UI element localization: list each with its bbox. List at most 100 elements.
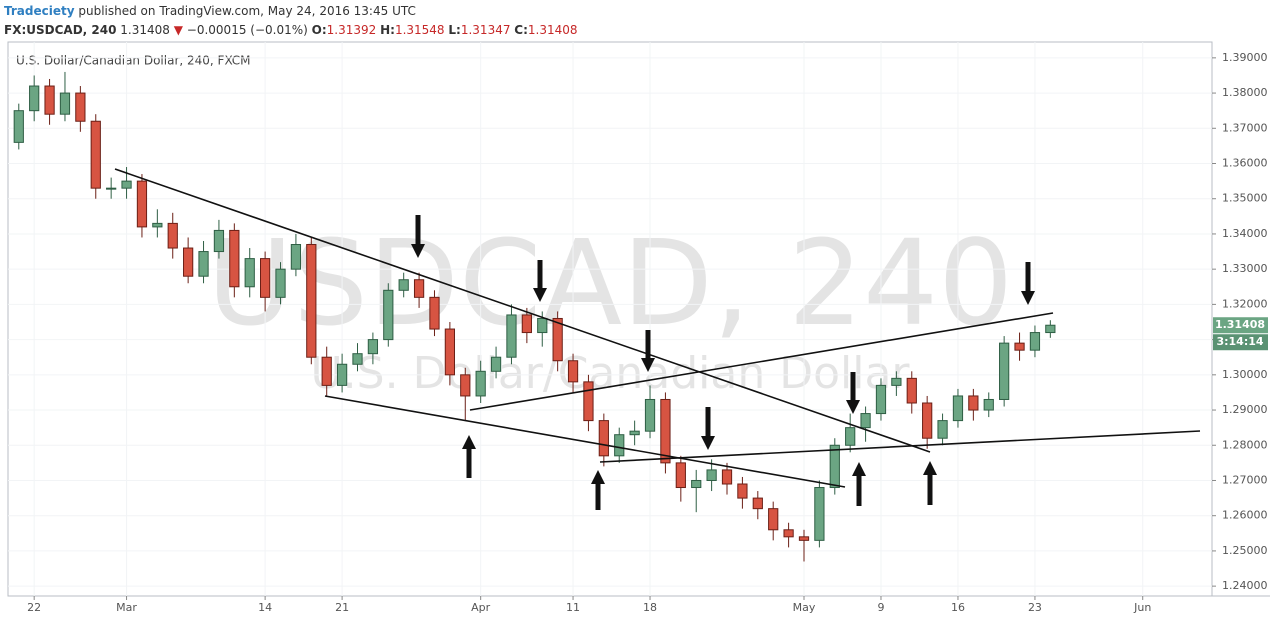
- candle-body: [59, 92, 71, 115]
- y-tick-label: 1.27000: [1222, 473, 1268, 486]
- grid: [8, 42, 1212, 596]
- candle-body: [629, 430, 640, 436]
- publisher: Tradeciety: [4, 4, 75, 18]
- ohlc-label: L:: [448, 23, 460, 37]
- candle-body: [75, 92, 86, 122]
- candle-body: [891, 377, 902, 386]
- y-tick-label: 1.35000: [1222, 192, 1268, 205]
- candle-body: [814, 487, 825, 541]
- x-tick-label: Mar: [116, 601, 137, 614]
- arrow: [701, 407, 715, 450]
- candle-body: [29, 85, 40, 112]
- last-price-box: [1213, 317, 1268, 334]
- candle-body: [167, 222, 178, 249]
- candle-body: [213, 229, 225, 253]
- x-tick-label: Apr: [471, 601, 491, 614]
- candle-body: [521, 314, 532, 334]
- candle-body: [952, 395, 964, 422]
- ohlc-value: 1.31347: [461, 23, 511, 37]
- x-tick-label: 22: [27, 601, 41, 614]
- candle-body: [829, 444, 840, 489]
- candle-body: [768, 508, 779, 531]
- ohlc-label: C:: [514, 23, 528, 37]
- symbol: FX:USDCAD, 240: [4, 23, 116, 37]
- x-tick-label: May: [793, 601, 816, 614]
- candle-body: [106, 187, 117, 190]
- candle-body: [13, 110, 24, 143]
- candle-body: [306, 244, 317, 358]
- symbol-line: FX:USDCAD, 240 1.31408 ▼ −0.00015 (−0.01…: [4, 23, 578, 37]
- candle-body: [644, 398, 656, 432]
- candle-body: [90, 120, 101, 189]
- arrow: [591, 470, 605, 510]
- candle-body: [460, 374, 471, 397]
- x-tick-label: 18: [643, 601, 657, 614]
- candle-body: [660, 398, 671, 464]
- y-tick-label: 1.39000: [1222, 51, 1268, 64]
- candle-body: [1045, 324, 1056, 334]
- arrow: [533, 260, 547, 302]
- x-tick-label: 14: [258, 601, 272, 614]
- candle-body: [321, 356, 332, 386]
- candle-body: [352, 353, 363, 365]
- ohlc-value: 1.31548: [395, 23, 445, 37]
- candle-body: [121, 180, 132, 189]
- last-price-label: 1.31408: [1215, 318, 1265, 331]
- watermark-sub: U.S. Dollar/Canadian Dollar: [310, 348, 910, 399]
- y-tick-label: 1.25000: [1222, 544, 1268, 557]
- arrow: [852, 462, 866, 506]
- candle-body: [906, 377, 917, 404]
- candle-body: [567, 360, 579, 383]
- candle-body: [136, 180, 148, 228]
- x-tick-label: 21: [335, 601, 349, 614]
- trend-line: [469, 312, 1054, 411]
- change-arrow: ▼: [174, 23, 184, 37]
- y-tick-label: 1.29000: [1222, 403, 1268, 416]
- trend-line: [114, 168, 931, 453]
- watermark: USDCAD, 240: [207, 214, 1013, 352]
- candle-body: [922, 402, 933, 439]
- trend-line: [324, 395, 846, 488]
- y-tick-label: 1.37000: [1222, 121, 1268, 134]
- countdown-label: 3:14:14: [1216, 335, 1263, 348]
- x-tick-label: 11: [566, 601, 580, 614]
- candle-body: [490, 356, 502, 372]
- x-tick-label: 9: [877, 601, 884, 614]
- y-tick-label: 1.28000: [1222, 438, 1268, 451]
- candle-body: [475, 370, 486, 397]
- y-tick-label: 1.24000: [1222, 579, 1268, 592]
- published: published on TradingView.com, May 24, 20…: [78, 4, 415, 18]
- arrow: [641, 330, 655, 372]
- candle-body: [737, 483, 748, 499]
- arrow: [411, 215, 425, 258]
- y-tick-label: 1.30000: [1222, 368, 1268, 381]
- candle-body: [336, 363, 348, 386]
- trend-line: [599, 430, 1201, 463]
- candle-body: [506, 314, 517, 358]
- arrow: [846, 372, 860, 414]
- arrow: [1021, 262, 1035, 305]
- candle-body: [383, 289, 394, 341]
- candles: [13, 71, 1056, 562]
- arrow: [462, 435, 476, 478]
- y-tick-label: 1.38000: [1222, 86, 1268, 99]
- change: −0.00015 (−0.01%): [187, 23, 308, 37]
- ohlc-label: O:: [312, 23, 327, 37]
- x-tick-label: Jun: [1133, 601, 1151, 614]
- candle-body: [983, 398, 994, 411]
- candle-body: [444, 328, 455, 376]
- candle-body: [1014, 342, 1025, 351]
- arrows: [411, 215, 1035, 510]
- ohlc-value: 1.31408: [528, 23, 578, 37]
- candle-body: [44, 85, 55, 115]
- candle-body: [552, 317, 563, 362]
- candle-body: [968, 395, 979, 411]
- y-tick-label: 1.36000: [1222, 157, 1268, 170]
- countdown-box: [1213, 334, 1268, 351]
- candle-body: [706, 469, 717, 481]
- candle-body: [845, 427, 856, 446]
- candle-body: [798, 536, 810, 541]
- candle-body: [537, 317, 548, 334]
- candle-body: [783, 529, 794, 538]
